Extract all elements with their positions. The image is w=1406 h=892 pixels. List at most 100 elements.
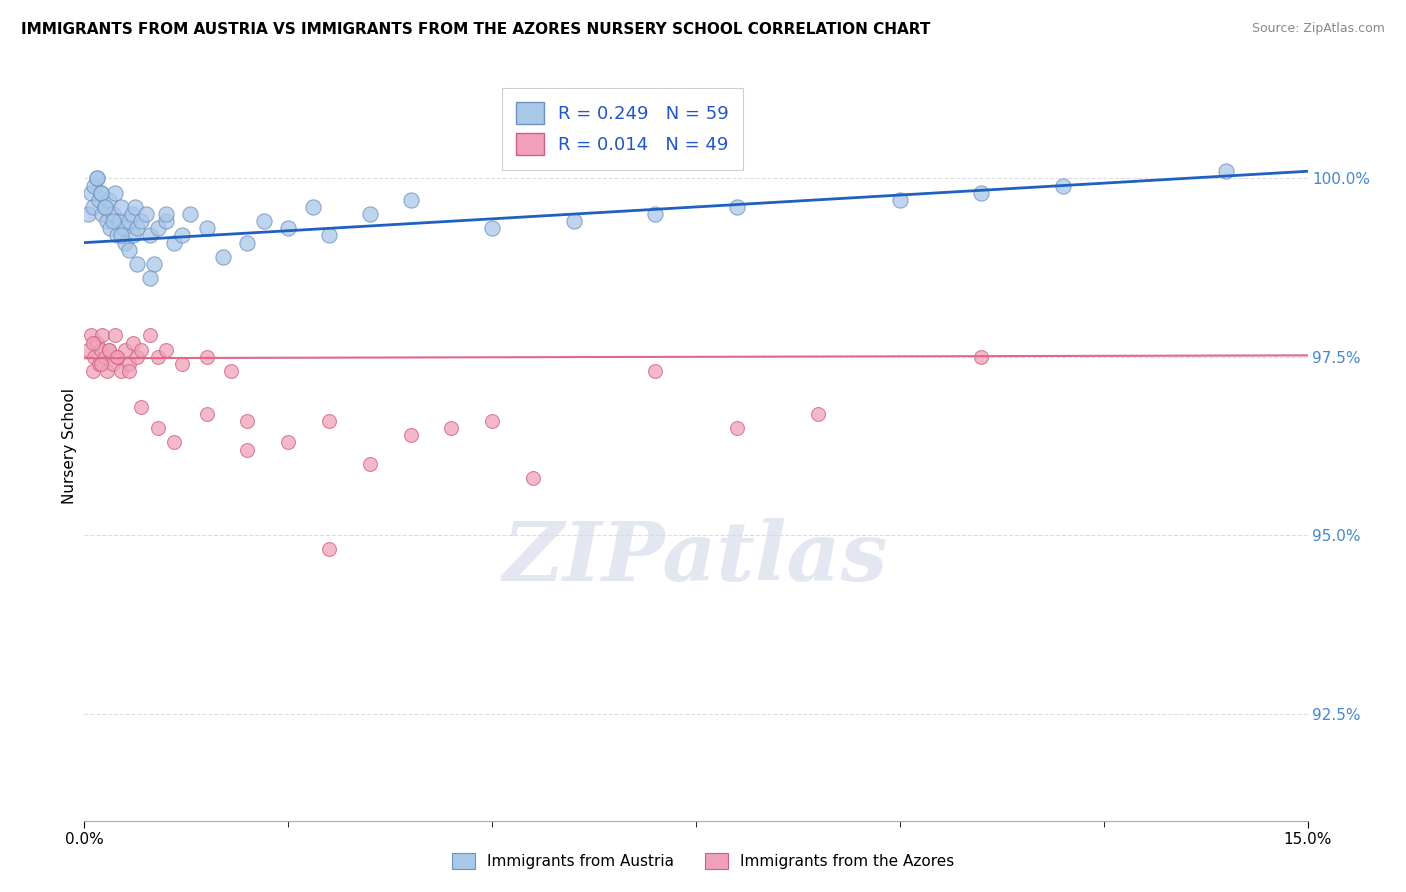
Point xyxy=(359,207,381,221)
Point xyxy=(131,214,153,228)
Point xyxy=(82,335,104,350)
Point xyxy=(481,221,503,235)
Point xyxy=(138,328,160,343)
Point xyxy=(301,200,323,214)
Y-axis label: Nursery School: Nursery School xyxy=(62,388,77,504)
Point xyxy=(138,228,160,243)
Point xyxy=(146,350,169,364)
Point xyxy=(110,364,132,378)
Point xyxy=(1052,178,1074,193)
Point xyxy=(105,228,128,243)
Point xyxy=(399,428,422,442)
Point xyxy=(970,186,993,200)
Point xyxy=(114,235,136,250)
Point xyxy=(90,186,112,200)
Point xyxy=(105,350,128,364)
Point xyxy=(163,235,186,250)
Point xyxy=(93,200,115,214)
Point xyxy=(522,471,544,485)
Point xyxy=(155,207,177,221)
Point xyxy=(236,235,259,250)
Point xyxy=(219,364,242,378)
Point xyxy=(236,414,259,428)
Point xyxy=(118,357,141,371)
Point xyxy=(195,221,218,235)
Point xyxy=(127,350,149,364)
Point xyxy=(86,171,108,186)
Point xyxy=(127,257,149,271)
Point xyxy=(82,364,104,378)
Point xyxy=(112,221,135,235)
Point xyxy=(179,207,201,221)
Point xyxy=(101,357,124,371)
Point xyxy=(77,207,100,221)
Point xyxy=(83,350,105,364)
Point xyxy=(142,257,165,271)
Point xyxy=(277,221,299,235)
Point xyxy=(359,457,381,471)
Point xyxy=(725,421,748,435)
Point xyxy=(86,335,108,350)
Point xyxy=(155,214,177,228)
Point xyxy=(86,171,108,186)
Point xyxy=(97,343,120,357)
Point xyxy=(277,435,299,450)
Point xyxy=(97,193,120,207)
Point xyxy=(80,186,103,200)
Point xyxy=(236,442,259,457)
Point xyxy=(118,243,141,257)
Legend: R = 0.249   N = 59, R = 0.014   N = 49: R = 0.249 N = 59, R = 0.014 N = 49 xyxy=(502,88,744,169)
Point xyxy=(118,214,141,228)
Text: IMMIGRANTS FROM AUSTRIA VS IMMIGRANTS FROM THE AZORES NURSERY SCHOOL CORRELATION: IMMIGRANTS FROM AUSTRIA VS IMMIGRANTS FR… xyxy=(21,22,931,37)
Point xyxy=(644,207,666,221)
Point xyxy=(146,421,169,435)
Point xyxy=(80,328,103,343)
Point xyxy=(155,343,177,357)
Point xyxy=(131,400,153,414)
Point xyxy=(1215,164,1237,178)
Legend: Immigrants from Austria, Immigrants from the Azores: Immigrants from Austria, Immigrants from… xyxy=(446,847,960,875)
Point xyxy=(96,364,118,378)
Point xyxy=(146,221,169,235)
Point xyxy=(101,207,124,221)
Point xyxy=(118,364,141,378)
Point xyxy=(110,200,132,214)
Point xyxy=(889,193,911,207)
Point xyxy=(481,414,503,428)
Point xyxy=(163,435,186,450)
Point xyxy=(90,357,112,371)
Point xyxy=(124,200,146,214)
Point xyxy=(91,207,114,221)
Point xyxy=(253,214,276,228)
Point xyxy=(127,221,149,235)
Point xyxy=(195,350,218,364)
Point xyxy=(122,228,145,243)
Point xyxy=(807,407,830,421)
Point xyxy=(440,421,463,435)
Text: Source: ZipAtlas.com: Source: ZipAtlas.com xyxy=(1251,22,1385,36)
Point xyxy=(122,335,145,350)
Point xyxy=(318,414,340,428)
Point xyxy=(93,200,115,214)
Point xyxy=(90,186,112,200)
Point xyxy=(83,178,105,193)
Point xyxy=(91,328,114,343)
Point xyxy=(562,214,585,228)
Point xyxy=(212,250,235,264)
Point xyxy=(121,207,143,221)
Point xyxy=(97,343,120,357)
Point xyxy=(107,214,129,228)
Point xyxy=(131,343,153,357)
Point xyxy=(77,343,100,357)
Point xyxy=(100,221,122,235)
Point xyxy=(101,214,124,228)
Point xyxy=(135,207,157,221)
Point xyxy=(82,200,104,214)
Point xyxy=(90,343,112,357)
Point xyxy=(110,228,132,243)
Point xyxy=(87,357,110,371)
Point xyxy=(725,200,748,214)
Point xyxy=(96,214,118,228)
Point xyxy=(318,228,340,243)
Text: ZIPatlas: ZIPatlas xyxy=(503,518,889,599)
